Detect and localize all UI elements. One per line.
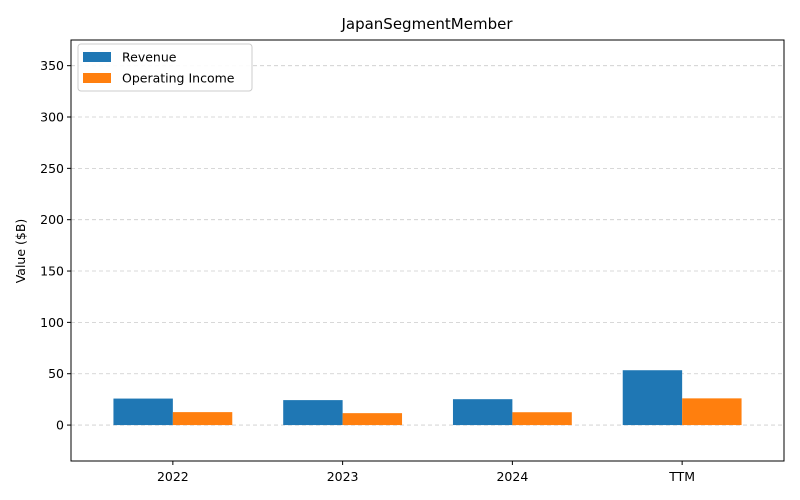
bar-revenue-ttm [622, 370, 683, 426]
legend-label: Operating Income [122, 71, 235, 86]
x-tick-label: 2022 [157, 469, 189, 484]
x-tick-label: 2024 [496, 469, 528, 484]
y-axis: 0 50 100 150 200 250 300 350 [40, 58, 71, 433]
legend-box [77, 43, 253, 92]
bar-operating-income-2024 [512, 412, 572, 426]
bars [113, 370, 742, 426]
y-tick-label: 50 [48, 366, 64, 381]
bar-revenue-2024 [452, 399, 513, 426]
y-tick-label: 100 [40, 315, 64, 330]
y-tick-label: 250 [40, 161, 64, 176]
x-tick-label: TTM [668, 469, 695, 484]
y-axis-label: Value ($B) [13, 219, 28, 284]
legend-swatch [83, 52, 111, 62]
legend-label: Revenue [122, 50, 177, 65]
y-tick-label: 300 [40, 110, 64, 125]
legend: Revenue Operating Income [77, 43, 253, 92]
y-tick-label: 350 [40, 58, 64, 73]
plot-frame [70, 39, 785, 462]
bar-operating-income-2022 [172, 412, 233, 426]
y-tick-label: 0 [56, 418, 64, 433]
y-tick-label: 150 [40, 264, 64, 279]
bar-revenue-2022 [113, 398, 173, 426]
x-axis: 2022 2023 2024 TTM [157, 461, 695, 484]
x-tick-label: 2023 [327, 469, 359, 484]
bar-operating-income-2023 [342, 413, 403, 426]
bar-operating-income-ttm [682, 398, 742, 426]
y-tick-label: 200 [40, 212, 64, 227]
bar-revenue-2023 [283, 400, 343, 426]
legend-swatch [83, 73, 111, 83]
chart-title: JapanSegmentMember [340, 15, 513, 33]
